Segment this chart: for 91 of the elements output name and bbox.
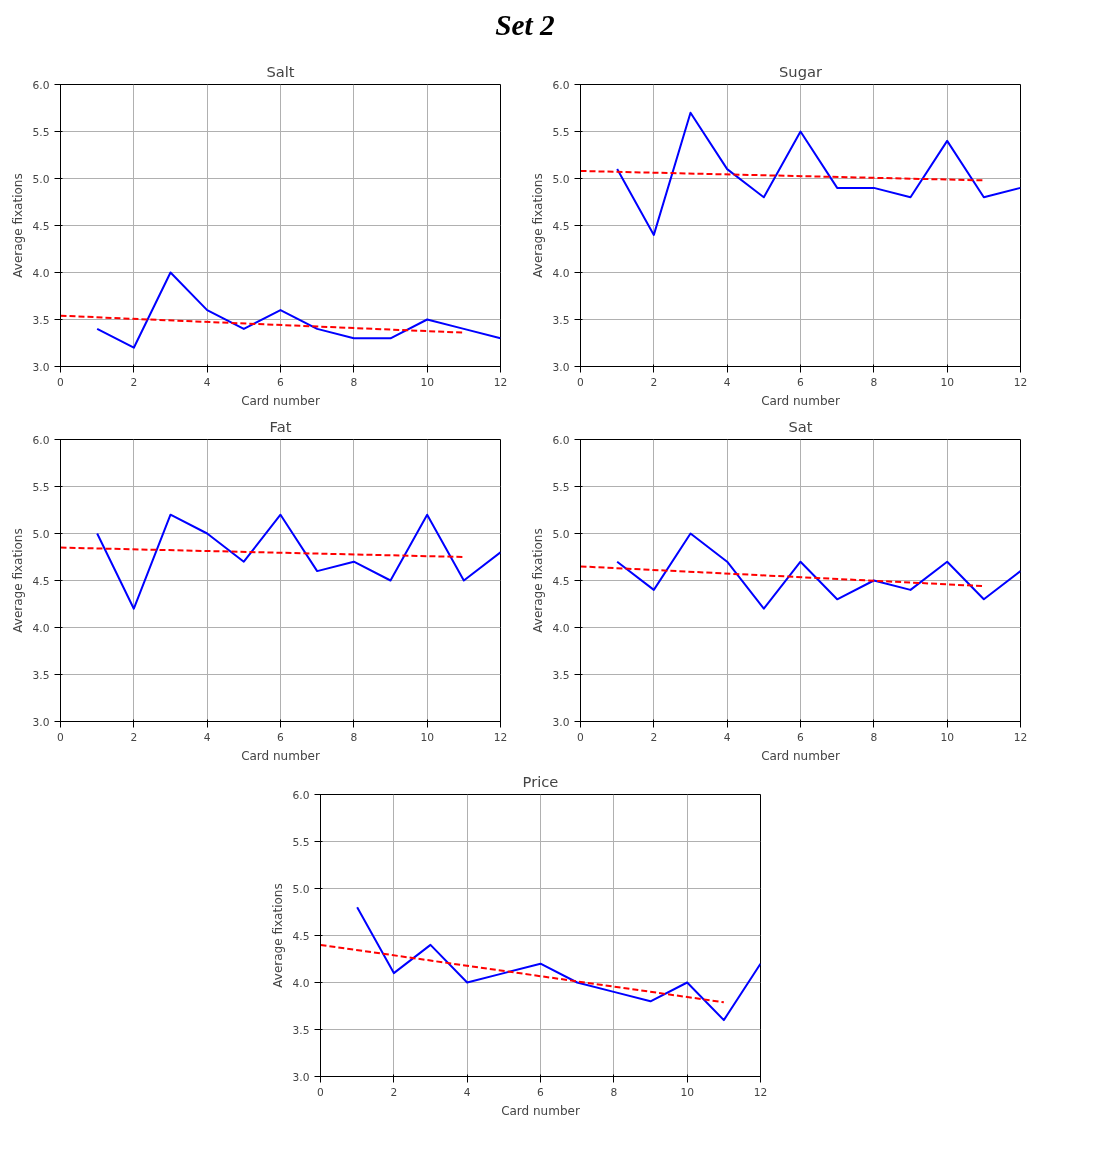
- x-tick-label: 0: [577, 730, 585, 744]
- y-tick-label: 3.5: [32, 313, 50, 327]
- y-tick-label: 6.0: [552, 78, 570, 92]
- x-axis-title: Card number: [241, 393, 320, 408]
- x-tick-label: 6: [537, 1085, 545, 1099]
- y-tick-label: 5.0: [552, 172, 570, 186]
- chart-title: Salt: [266, 62, 295, 80]
- y-tick-label: 4.5: [552, 574, 570, 588]
- y-axis-title: Average fixations: [270, 883, 285, 988]
- y-tick-label: 5.0: [292, 882, 310, 896]
- y-tick-label: 6.0: [32, 78, 50, 92]
- x-tick-label: 4: [723, 375, 731, 389]
- y-tick-label: 5.5: [552, 125, 570, 139]
- y-tick-label: 3.0: [292, 1070, 310, 1084]
- x-tick-label: 12: [493, 730, 508, 744]
- line-series: [96, 513, 501, 610]
- x-tick-label: 10: [420, 375, 435, 389]
- x-tick-label: 0: [57, 730, 65, 744]
- x-axis-title: Card number: [761, 393, 840, 408]
- y-tick-label: 3.5: [552, 668, 570, 682]
- y-tick-label: 3.0: [552, 360, 570, 374]
- x-tick-label: 8: [610, 1085, 618, 1099]
- y-tick-label: 3.0: [32, 360, 50, 374]
- x-tick-label: 2: [130, 730, 138, 744]
- x-axis-title: Card number: [241, 748, 320, 763]
- y-tick-label: 4.0: [552, 266, 570, 280]
- x-axis-title: Card number: [761, 748, 840, 763]
- x-tick-label: 4: [723, 730, 731, 744]
- x-tick-label: 2: [650, 375, 658, 389]
- x-tick-label: 0: [317, 1085, 325, 1099]
- y-tick-label: 6.0: [552, 433, 570, 447]
- y-tick-label: 5.5: [32, 480, 50, 494]
- y-tick-label: 3.5: [552, 313, 570, 327]
- x-tick-label: 10: [420, 730, 435, 744]
- x-tick-label: 8: [870, 375, 878, 389]
- x-tick-label: 12: [493, 375, 508, 389]
- y-tick-label: 4.0: [552, 621, 570, 635]
- line-series: [616, 111, 1021, 236]
- text: Set 2: [495, 8, 555, 43]
- x-tick-label: 4: [463, 1085, 471, 1099]
- y-tick-label: 5.0: [32, 527, 50, 541]
- y-tick-label: 4.5: [32, 219, 50, 233]
- x-tick-label: 4: [203, 375, 211, 389]
- y-tick-label: 4.0: [292, 976, 310, 990]
- chart-title: Sat: [788, 417, 813, 435]
- x-tick-label: 6: [797, 730, 805, 744]
- x-tick-label: 12: [753, 1085, 768, 1099]
- x-tick-label: 8: [350, 730, 358, 744]
- y-tick-label: 6.0: [32, 433, 50, 447]
- x-tick-label: 10: [940, 375, 955, 389]
- chart-title: Fat: [269, 417, 292, 435]
- x-tick-label: 12: [1013, 730, 1028, 744]
- x-tick-label: 6: [277, 730, 285, 744]
- y-tick-label: 5.5: [32, 125, 50, 139]
- y-tick-label: 5.5: [552, 480, 570, 494]
- y-axis-title: Average fixations: [10, 173, 25, 278]
- x-axis-title: Card number: [501, 1103, 580, 1118]
- chart-title: Sugar: [779, 62, 823, 80]
- x-tick-label: 2: [390, 1085, 398, 1099]
- y-axis-title: Average fixations: [530, 173, 545, 278]
- x-tick-label: 8: [350, 375, 358, 389]
- chart-title: Price: [522, 772, 559, 790]
- y-tick-label: 4.5: [292, 929, 310, 943]
- y-tick-label: 3.0: [552, 715, 570, 729]
- y-tick-label: 4.0: [32, 621, 50, 635]
- x-tick-label: 6: [797, 375, 805, 389]
- y-tick-label: 5.0: [32, 172, 50, 186]
- y-tick-label: 3.5: [32, 668, 50, 682]
- x-tick-label: 4: [203, 730, 211, 744]
- x-tick-label: 0: [57, 375, 65, 389]
- x-tick-label: 10: [680, 1085, 695, 1099]
- y-tick-label: 6.0: [292, 788, 310, 802]
- x-tick-label: 2: [650, 730, 658, 744]
- x-tick-label: 0: [577, 375, 585, 389]
- y-axis-title: Average fixations: [530, 528, 545, 633]
- line-series: [616, 532, 1021, 610]
- x-tick-label: 8: [870, 730, 878, 744]
- y-tick-label: 4.0: [32, 266, 50, 280]
- y-tick-label: 4.5: [32, 574, 50, 588]
- y-axis-title: Average fixations: [10, 528, 25, 633]
- line-series: [356, 906, 761, 1022]
- y-tick-label: 5.5: [292, 835, 310, 849]
- y-tick-label: 3.5: [292, 1023, 310, 1037]
- x-tick-label: 2: [130, 375, 138, 389]
- x-tick-label: 6: [277, 375, 285, 389]
- y-tick-label: 3.0: [32, 715, 50, 729]
- x-tick-label: 10: [940, 730, 955, 744]
- y-tick-label: 4.5: [552, 219, 570, 233]
- line-series: [96, 271, 501, 349]
- x-tick-label: 12: [1013, 375, 1028, 389]
- y-tick-label: 5.0: [552, 527, 570, 541]
